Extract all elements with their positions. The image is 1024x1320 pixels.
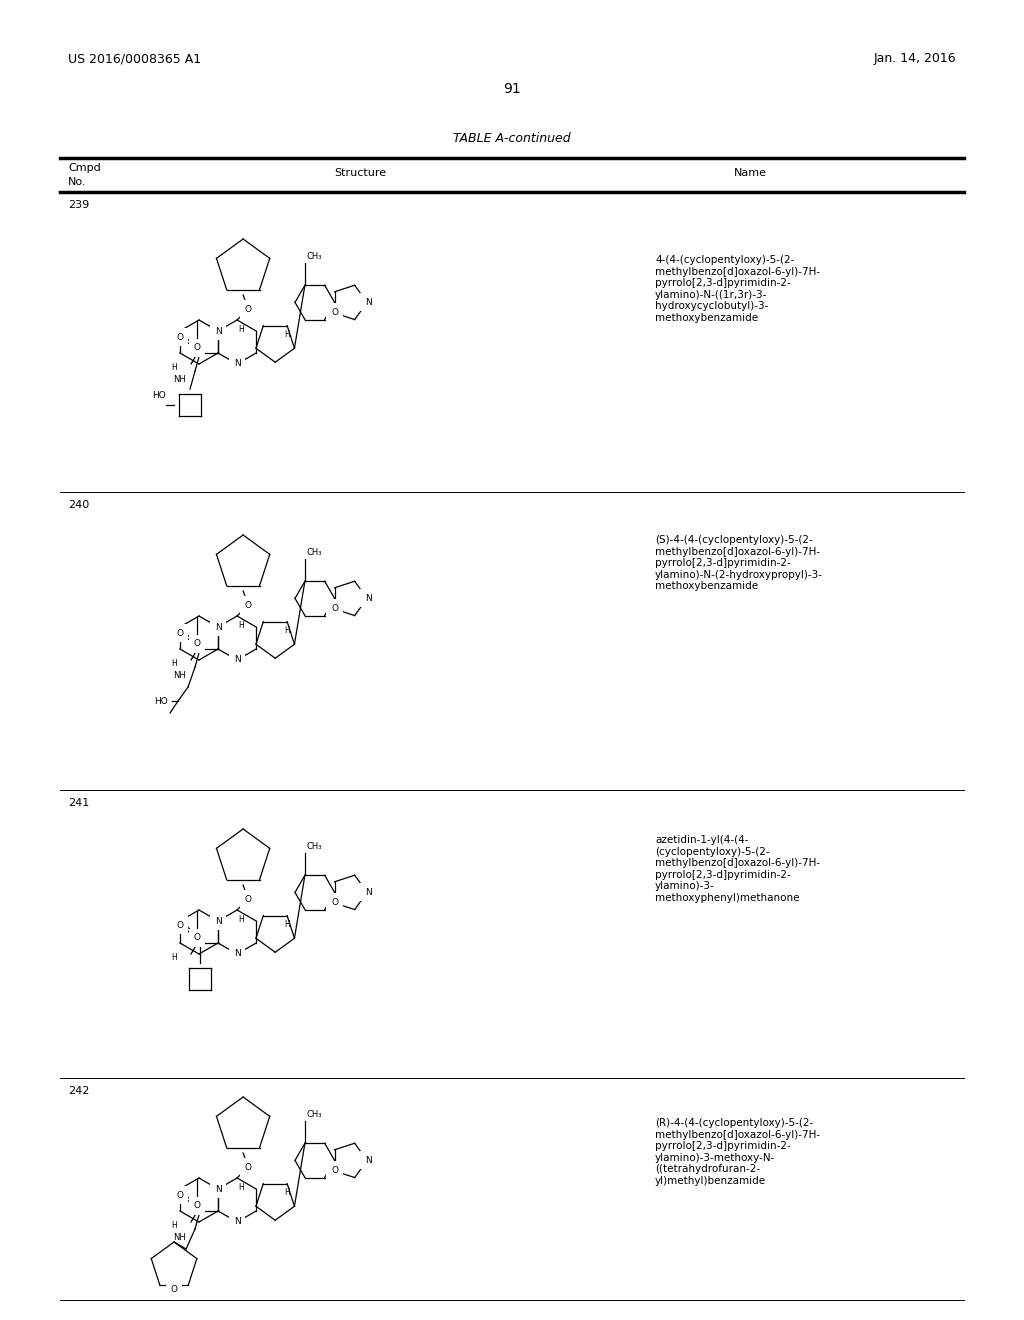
Text: NH: NH: [173, 671, 186, 680]
Text: O: O: [331, 308, 338, 317]
Text: O: O: [245, 895, 252, 903]
Text: H: H: [239, 325, 244, 334]
Text: O: O: [194, 639, 201, 648]
Text: CH₃: CH₃: [307, 252, 323, 261]
Text: H: H: [171, 953, 177, 961]
Text: H: H: [285, 920, 290, 929]
Text: CH₃: CH₃: [307, 842, 323, 851]
Text: 242: 242: [68, 1086, 89, 1096]
Text: N: N: [215, 623, 221, 631]
Text: 91: 91: [503, 82, 521, 96]
Text: O: O: [176, 628, 183, 638]
Text: O: O: [194, 343, 201, 352]
Text: 239: 239: [68, 201, 89, 210]
Text: Jan. 14, 2016: Jan. 14, 2016: [873, 51, 956, 65]
Text: N: N: [365, 888, 372, 896]
Text: Name: Name: [733, 168, 767, 178]
Text: N: N: [215, 916, 221, 925]
Text: H: H: [239, 1183, 244, 1192]
Text: 241: 241: [68, 799, 89, 808]
Text: H: H: [171, 363, 177, 371]
Text: N: N: [215, 1184, 221, 1193]
Text: O: O: [245, 305, 252, 314]
Text: O: O: [331, 603, 338, 612]
Text: H: H: [239, 915, 244, 924]
Text: H: H: [239, 620, 244, 630]
Text: TABLE A-continued: TABLE A-continued: [454, 132, 570, 145]
Text: Structure: Structure: [334, 168, 386, 178]
Text: O: O: [171, 1286, 177, 1295]
Text: (R)-4-(4-(cyclopentyloxy)-5-(2-
methylbenzo[d]oxazol-6-yl)-7H-
pyrrolo[2,3-d]pyr: (R)-4-(4-(cyclopentyloxy)-5-(2- methylbe…: [655, 1118, 820, 1185]
Text: HO: HO: [155, 697, 168, 705]
Text: N: N: [233, 656, 241, 664]
Text: O: O: [194, 1201, 201, 1210]
Text: N: N: [215, 326, 221, 335]
Text: H: H: [171, 659, 177, 668]
Text: N: N: [233, 949, 241, 958]
Text: O: O: [176, 333, 183, 342]
Text: O: O: [331, 898, 338, 907]
Text: N: N: [365, 298, 372, 306]
Text: NH: NH: [173, 375, 186, 384]
Text: O: O: [331, 1166, 338, 1175]
Text: N: N: [365, 594, 372, 603]
Text: HO: HO: [153, 391, 166, 400]
Text: O: O: [245, 601, 252, 610]
Text: US 2016/0008365 A1: US 2016/0008365 A1: [68, 51, 201, 65]
Text: (S)-4-(4-(cyclopentyloxy)-5-(2-
methylbenzo[d]oxazol-6-yl)-7H-
pyrrolo[2,3-d]pyr: (S)-4-(4-(cyclopentyloxy)-5-(2- methylbe…: [655, 535, 823, 591]
Text: O: O: [245, 1163, 252, 1172]
Text: 4-(4-(cyclopentyloxy)-5-(2-
methylbenzo[d]oxazol-6-yl)-7H-
pyrrolo[2,3-d]pyrimid: 4-(4-(cyclopentyloxy)-5-(2- methylbenzo[…: [655, 255, 820, 323]
Text: NH: NH: [173, 1233, 186, 1242]
Text: H: H: [171, 1221, 177, 1229]
Text: H: H: [285, 330, 290, 339]
Text: H: H: [285, 626, 290, 635]
Text: N: N: [233, 359, 241, 368]
Text: azetidin-1-yl(4-(4-
(cyclopentyloxy)-5-(2-
methylbenzo[d]oxazol-6-yl)-7H-
pyrrol: azetidin-1-yl(4-(4- (cyclopentyloxy)-5-(…: [655, 836, 820, 903]
Text: No.: No.: [68, 177, 86, 187]
Text: CH₃: CH₃: [307, 548, 323, 557]
Text: O: O: [194, 933, 201, 942]
Text: O: O: [176, 920, 183, 929]
Text: 240: 240: [68, 500, 89, 510]
Text: Cmpd: Cmpd: [68, 162, 100, 173]
Text: H: H: [285, 1188, 290, 1197]
Text: N: N: [365, 1156, 372, 1166]
Text: N: N: [233, 1217, 241, 1226]
Text: CH₃: CH₃: [307, 1110, 323, 1119]
Text: O: O: [176, 1191, 183, 1200]
